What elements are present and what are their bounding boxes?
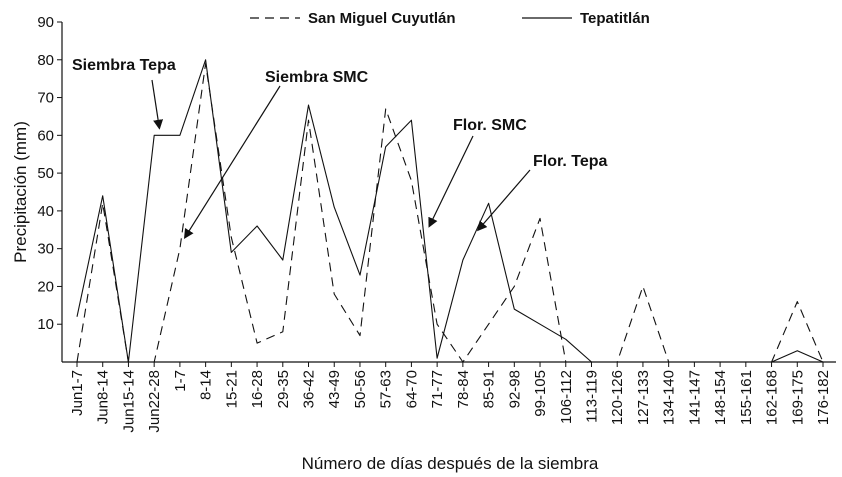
y-tick-label: 50 (37, 165, 54, 182)
legend-label: Tepatitlán (580, 10, 650, 27)
x-tick-label: 78-84 (455, 370, 472, 408)
x-tick-label: 148-154 (712, 370, 729, 425)
x-tick-label: Jun8-14 (95, 370, 112, 424)
x-axis-title: Número de días después de la siembra (302, 454, 599, 473)
y-axis-title: Precipitación (mm) (11, 121, 30, 263)
annotation-arrow (151, 79, 164, 130)
x-tick-label: 36-42 (301, 370, 318, 408)
annotations: Siembra Tepa Siembra SMC Flor. SMC Flor. Te… (72, 57, 607, 240)
x-tick-label: Jun22-28 (146, 370, 163, 433)
annotation-arrow (476, 169, 531, 232)
annotation-arrow (183, 85, 281, 240)
y-tick-label: 60 (37, 127, 54, 144)
y-tick-label: 20 (37, 278, 54, 295)
x-tick-label: 71-77 (429, 370, 446, 408)
axes: 10 20 30 40 50 60 70 80 90 Jun1-7 Jun8-14 Jun15-14 J… (37, 14, 836, 433)
y-tick-label: 70 (37, 90, 54, 107)
x-tick-label: 127-133 (635, 370, 652, 425)
x-tick-label: 134-140 (661, 370, 678, 425)
y-tick-label: 10 (37, 316, 54, 333)
x-tick-label: 57-63 (378, 370, 395, 408)
x-tick-label: 8-14 (198, 370, 215, 400)
x-tick-label: 99-105 (532, 370, 549, 417)
x-tick-label: 113-119 (583, 370, 600, 423)
x-tick-label: 29-35 (275, 370, 292, 408)
y-tick-label: 30 (37, 241, 54, 258)
x-tick-label: 43-49 (326, 370, 343, 408)
x-tick-label: 15-21 (223, 370, 240, 408)
legend: San Miguel Cuyutlán Tepatitlán (250, 10, 650, 27)
series-line (76, 59, 824, 363)
annotation-label: Siembra SMC (265, 69, 369, 86)
y-tick-label: 80 (37, 52, 54, 69)
annotation-label: Flor. SMC (453, 117, 527, 134)
x-tick-label: 85-91 (481, 370, 498, 408)
annotation-label: Siembra Tepa (72, 57, 176, 74)
x-tick-label: 16-28 (249, 370, 266, 408)
x-tick-label: 141-147 (686, 370, 703, 425)
x-tick-label: 64-70 (403, 370, 420, 408)
y-tick-label: 90 (37, 14, 54, 31)
x-tick-label: 106-112 (558, 370, 575, 424)
x-tick-label: 1-7 (172, 370, 189, 392)
x-tick-label: Jun15-14 (120, 370, 137, 433)
x-tick-label: 50-56 (352, 370, 369, 408)
annotation-arrow (428, 135, 474, 228)
x-tick-label: 162-168 (764, 370, 781, 425)
x-tick-label: 176-182 (815, 370, 832, 425)
y-tick-label: 40 (37, 203, 54, 220)
x-tick-label: 120-126 (609, 370, 626, 425)
x-tick-label: 92-98 (506, 370, 523, 408)
x-tick-label: Jun1-7 (69, 370, 86, 416)
x-tick-label: 155-161 (738, 370, 755, 425)
x-tick-label: 169-175 (789, 370, 806, 425)
legend-label: San Miguel Cuyutlán (308, 10, 456, 27)
annotation-label: Flor. Tepa (533, 153, 607, 170)
series-layer (76, 59, 824, 363)
